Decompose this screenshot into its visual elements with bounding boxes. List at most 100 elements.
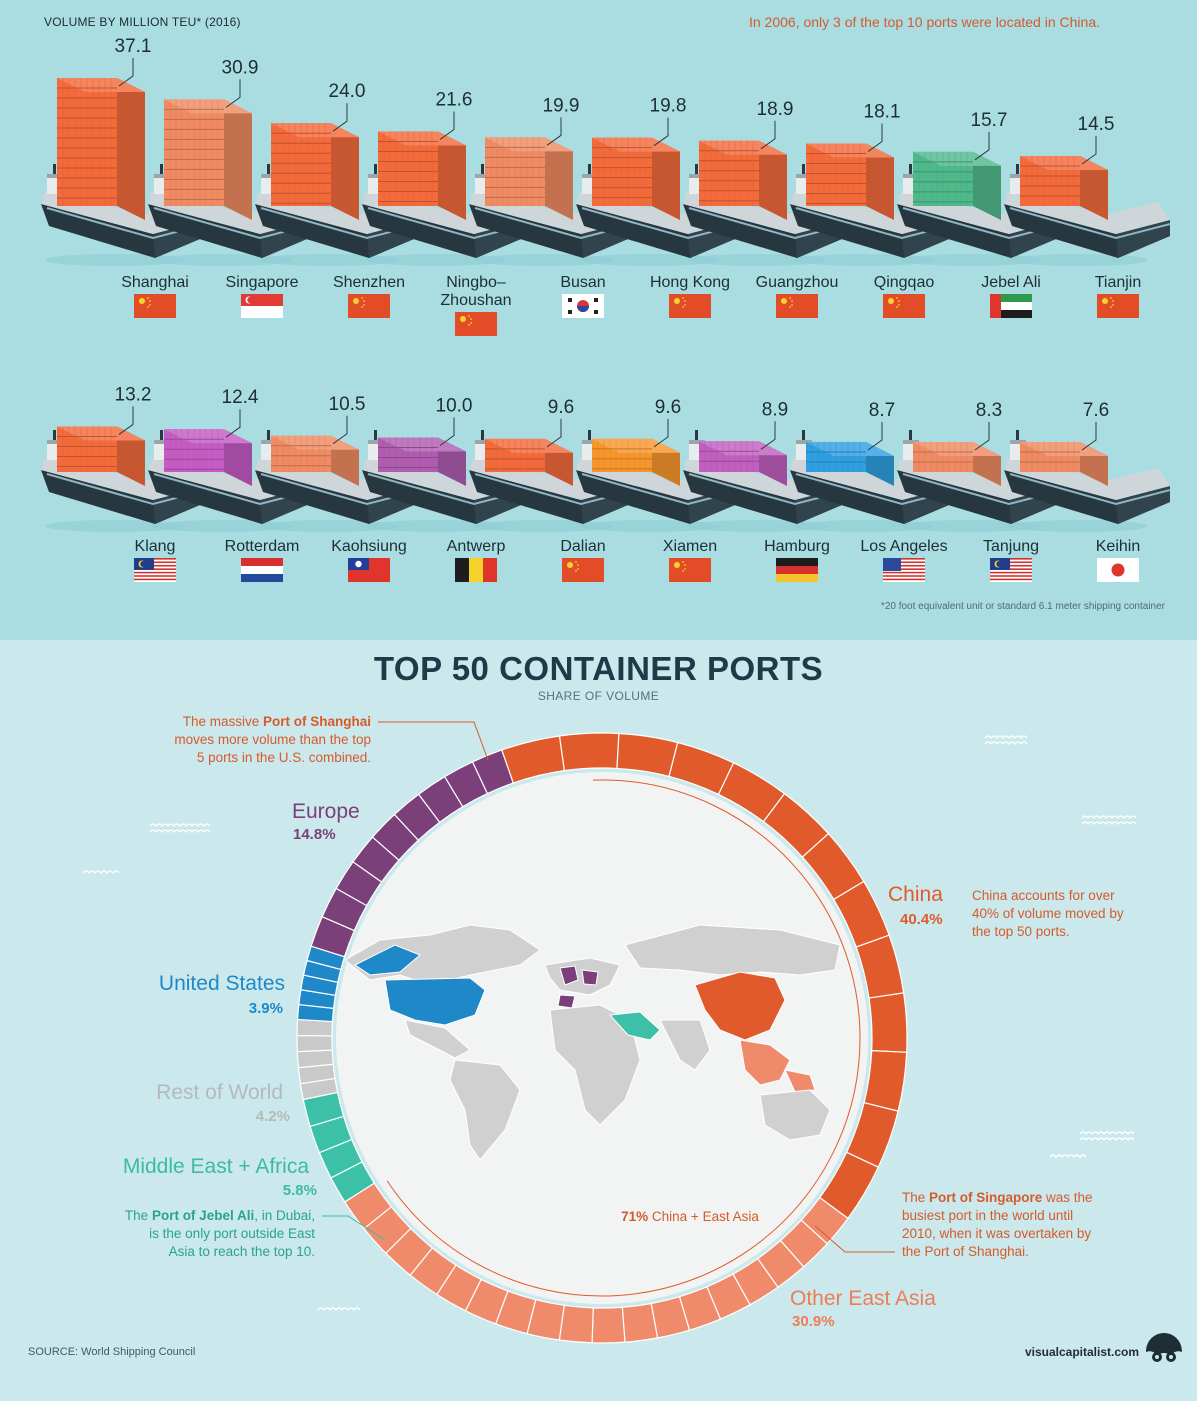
value-label: 24.0	[329, 81, 366, 102]
africa	[549, 1004, 641, 1126]
volume-label: VOLUME BY MILLION TEU* (2016)	[44, 15, 241, 29]
flag-korea-icon	[562, 294, 604, 318]
flag-china-icon	[134, 294, 176, 318]
brand-link[interactable]: visualcapitalist.com	[1024, 1345, 1139, 1359]
wave-decoration	[317, 1307, 361, 1311]
donut-segment-rest-of-world	[296, 1034, 333, 1053]
teu-footnote: *20 foot equivalent unit or standard 6.1…	[880, 601, 1165, 612]
label-other-east-asia: Other East Asia	[790, 1287, 936, 1310]
value-label: 19.9	[543, 95, 580, 116]
port-ship-bar: 14.5	[1004, 114, 1171, 266]
value-label: 9.6	[548, 397, 574, 418]
port-name-label: Shanghai	[121, 274, 189, 291]
donut-segment-china	[558, 732, 620, 772]
flag-malaysia-icon	[134, 558, 176, 582]
label-rest-of-world: Rest of World	[156, 1081, 283, 1104]
note-2006: In 2006, only 3 of the top 10 ports were…	[748, 14, 1100, 30]
china-line2: 40% of volume moved by	[972, 906, 1124, 921]
port-name-label: Los Angeles	[860, 538, 948, 555]
wave-decoration	[984, 735, 1028, 745]
flag-china-icon	[562, 558, 604, 582]
value-label: 8.3	[976, 400, 1002, 421]
flag-singapore-icon	[241, 294, 283, 318]
value-label: 8.9	[762, 399, 788, 420]
flag-japan-icon	[1097, 558, 1139, 582]
port-name-label: Qingqao	[873, 274, 935, 291]
jebel-post: , in Dubai,	[254, 1208, 315, 1223]
value-label: 37.1	[115, 36, 152, 57]
flag-taiwan-icon	[348, 558, 390, 582]
label-united-states: United States	[158, 972, 285, 995]
jebel-pre: The	[124, 1208, 152, 1223]
value-label: 10.0	[436, 395, 473, 416]
port-name-label: Antwerp	[446, 538, 506, 555]
value-label: 9.6	[655, 397, 681, 418]
port-name-label: Shenzhen	[332, 274, 406, 291]
singapore-bold: Port of Singapore	[929, 1190, 1043, 1205]
flag-china-icon	[348, 294, 390, 318]
value-label: 8.7	[869, 400, 895, 421]
value-united-states: 3.9%	[248, 1000, 283, 1017]
china-east-asia-arc	[386, 779, 861, 1297]
flag-china-icon	[455, 312, 497, 336]
singapore-leader-line	[814, 1225, 895, 1253]
singapore-pre: The	[902, 1190, 930, 1205]
flag-uae-icon	[990, 294, 1032, 318]
port-name-label: Klang	[134, 538, 176, 555]
shanghai-pre: The massive	[182, 714, 263, 729]
port-name-label: Singapore	[225, 274, 299, 291]
flag-china-icon	[669, 558, 711, 582]
value-label: 13.2	[115, 384, 152, 405]
alaska	[354, 944, 421, 976]
flag-malaysia-icon	[990, 558, 1032, 582]
value-label: 10.5	[329, 394, 366, 415]
port-name-label: Keihin	[1095, 538, 1141, 555]
jebel-bold: Port of Jebel Ali	[151, 1208, 255, 1223]
share-title: TOP 50 CONTAINER PORTS	[373, 650, 824, 687]
share-subtitle: SHARE OF VOLUME	[537, 689, 660, 703]
wave-decoration	[1079, 1131, 1135, 1141]
jebel-line3: Asia to reach the top 10.	[168, 1244, 315, 1259]
center-note-rest: China + East Asia	[648, 1209, 759, 1224]
east-asia-ports	[739, 1039, 816, 1093]
donut-segment-other-east-asia	[558, 1304, 594, 1344]
value-label: 18.1	[864, 102, 901, 123]
port-name-label: Hong Kong	[649, 274, 731, 291]
flag-belgium-icon	[455, 558, 497, 582]
united-states	[384, 977, 486, 1026]
value-europe: 14.8%	[293, 826, 336, 843]
port-name-label: Tanjung	[982, 538, 1040, 555]
china-annotation: China accounts for over 40% of volume mo…	[972, 887, 1124, 941]
donut-segment-other-east-asia	[621, 1302, 659, 1343]
india	[659, 1019, 711, 1071]
port-name-label: Rotterdam	[224, 538, 300, 555]
donut-segment-rest-of-world	[296, 1049, 334, 1069]
port-ship-bar: 10.5	[255, 394, 422, 532]
source-credit: SOURCE: World Shipping Council	[28, 1346, 196, 1358]
china-line3: the top 50 ports.	[972, 924, 1070, 939]
wave-decoration	[1081, 815, 1137, 825]
russia	[624, 924, 841, 976]
donut-segment-china	[868, 992, 908, 1053]
port-name-label: Jebel Ali	[981, 274, 1041, 291]
value-china: 40.4%	[900, 911, 943, 928]
flag-china-icon	[883, 294, 925, 318]
shanghai-line3: 5 ports in the U.S. combined.	[196, 750, 371, 765]
port-ship-bar: 9.6	[469, 397, 636, 532]
singapore-line2: busiest port in the world until	[902, 1208, 1074, 1223]
china-east-asia-note: 71% China + East Asia	[560, 1209, 820, 1224]
jebel-ali-annotation: The Port of Jebel Ali, in Dubai, is the …	[125, 1207, 315, 1261]
port-ship-bar: 18.9	[683, 99, 850, 266]
port-name-label: Kaohsiung	[331, 538, 407, 555]
donut-segment-other-east-asia	[591, 1306, 626, 1344]
port-name-label: Tianjin	[1094, 274, 1142, 291]
singapore-annotation: The Port of Singapore was the busiest po…	[902, 1189, 1093, 1261]
value-label: 19.8	[650, 96, 687, 117]
south-america	[449, 1059, 521, 1161]
value-other-east-asia: 30.9%	[792, 1313, 835, 1330]
label-europe: Europe	[292, 800, 360, 823]
flag-china-icon	[1097, 294, 1139, 318]
value-rest-of-world: 4.2%	[255, 1108, 290, 1125]
port-name-label: Busan	[560, 274, 606, 291]
flag-china-icon	[776, 294, 818, 318]
